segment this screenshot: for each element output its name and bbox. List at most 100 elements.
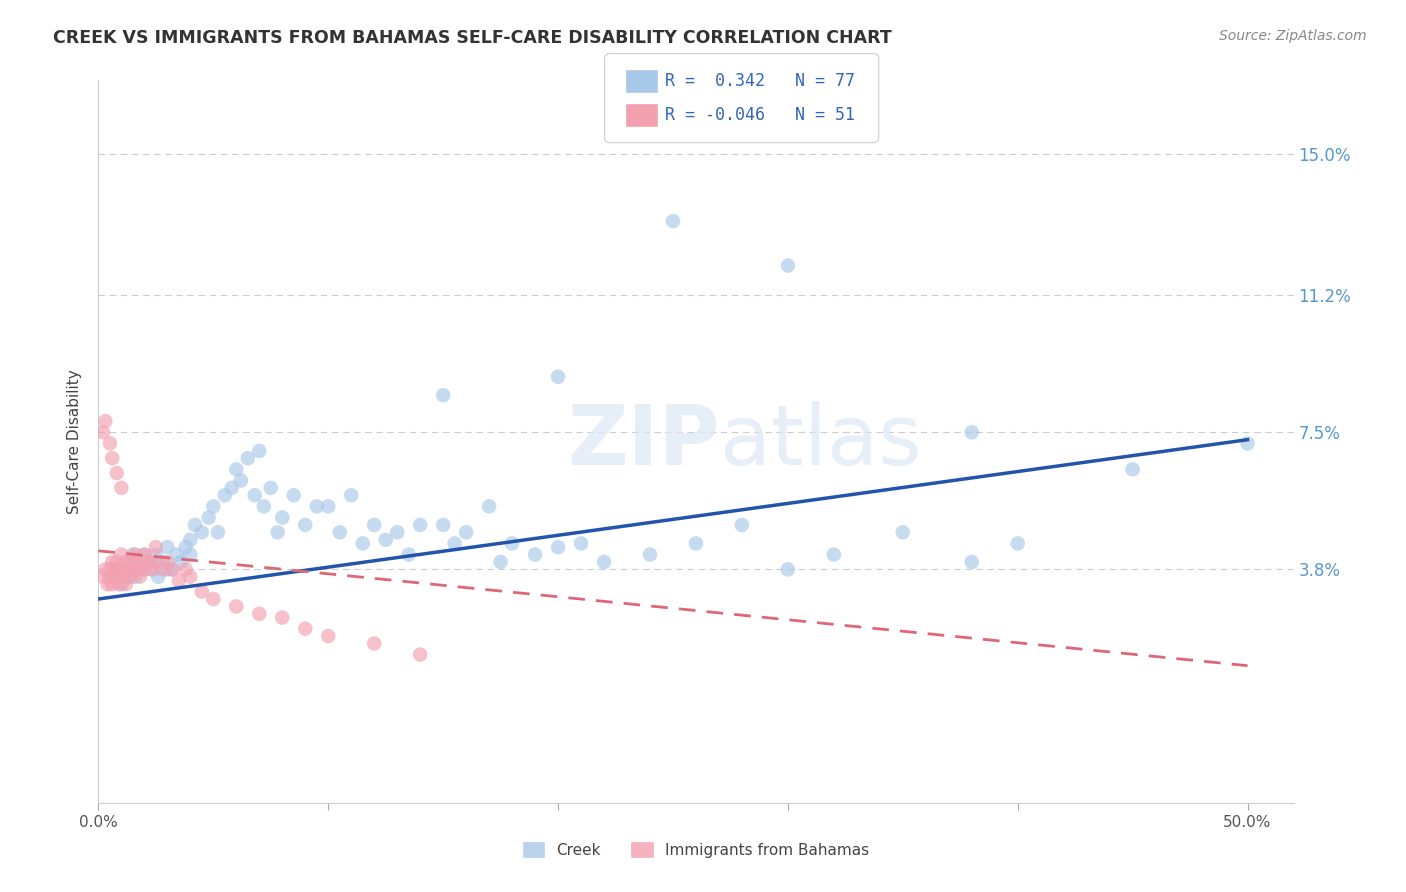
Point	[179, 533, 201, 547]
Point	[409, 517, 432, 532]
Point	[891, 525, 914, 540]
Point	[120, 570, 142, 584]
Point	[179, 570, 201, 584]
Legend: Creek, Immigrants from Bahamas: Creek, Immigrants from Bahamas	[516, 836, 876, 863]
Point	[271, 610, 294, 624]
Point	[271, 510, 294, 524]
Point	[103, 562, 125, 576]
Text: atlas: atlas	[720, 401, 921, 482]
Point	[363, 636, 385, 650]
Point	[243, 488, 266, 502]
Point	[152, 555, 174, 569]
Point	[145, 555, 167, 569]
Point	[294, 622, 316, 636]
Point	[363, 517, 385, 532]
Point	[115, 577, 138, 591]
Point	[124, 570, 146, 584]
Point	[117, 562, 139, 576]
Point	[167, 574, 190, 588]
Point	[823, 548, 845, 562]
Point	[128, 570, 150, 584]
Point	[489, 555, 512, 569]
Point	[110, 577, 132, 591]
Text: ZIP: ZIP	[568, 401, 720, 482]
Point	[260, 481, 283, 495]
Point	[202, 500, 225, 514]
Point	[105, 555, 128, 569]
Point	[329, 525, 352, 540]
Point	[960, 425, 983, 440]
Point	[253, 500, 276, 514]
Point	[134, 562, 156, 576]
Point	[91, 425, 114, 440]
Point	[398, 548, 420, 562]
Text: R = -0.046   N = 51: R = -0.046 N = 51	[665, 106, 855, 124]
Point	[98, 570, 121, 584]
Point	[1236, 436, 1258, 450]
Point	[115, 555, 138, 569]
Point	[1007, 536, 1029, 550]
Point	[112, 570, 135, 584]
Point	[638, 548, 661, 562]
Text: R =  0.342   N = 77: R = 0.342 N = 77	[665, 72, 855, 90]
Point	[221, 481, 243, 495]
Point	[352, 536, 374, 550]
Point	[409, 648, 432, 662]
Point	[124, 548, 146, 562]
Point	[174, 562, 197, 576]
Point	[225, 599, 247, 614]
Point	[138, 555, 160, 569]
Point	[267, 525, 290, 540]
Point	[142, 562, 165, 576]
Point	[134, 548, 156, 562]
Point	[110, 562, 132, 576]
Point	[101, 555, 124, 569]
Point	[179, 548, 201, 562]
Point	[443, 536, 465, 550]
Point	[340, 488, 363, 502]
Point	[385, 525, 409, 540]
Point	[316, 629, 339, 643]
Point	[160, 562, 183, 576]
Y-axis label: Self-Care Disability: Self-Care Disability	[67, 369, 83, 514]
Point	[214, 488, 236, 502]
Point	[593, 555, 616, 569]
Point	[174, 540, 197, 554]
Point	[152, 562, 174, 576]
Point	[960, 555, 983, 569]
Point	[236, 451, 259, 466]
Point	[105, 562, 128, 576]
Point	[98, 436, 121, 450]
Point	[105, 466, 128, 480]
Point	[456, 525, 478, 540]
Point	[547, 540, 569, 554]
Point	[776, 562, 799, 576]
Point	[94, 562, 117, 576]
Point	[166, 548, 188, 562]
Point	[316, 500, 339, 514]
Point	[547, 369, 569, 384]
Point	[374, 533, 396, 547]
Point	[207, 525, 229, 540]
Point	[524, 548, 547, 562]
Point	[432, 517, 454, 532]
Point	[156, 555, 179, 569]
Point	[247, 443, 270, 458]
Point	[128, 555, 150, 569]
Point	[432, 388, 454, 402]
Point	[160, 562, 183, 576]
Point	[134, 548, 156, 562]
Point	[101, 451, 124, 466]
Point	[138, 555, 160, 569]
Point	[141, 562, 163, 576]
Point	[131, 555, 153, 569]
Point	[97, 577, 120, 591]
Point	[145, 540, 167, 554]
Text: CREEK VS IMMIGRANTS FROM BAHAMAS SELF-CARE DISABILITY CORRELATION CHART: CREEK VS IMMIGRANTS FROM BAHAMAS SELF-CA…	[53, 29, 893, 46]
Point	[105, 570, 128, 584]
Point	[122, 555, 145, 569]
Point	[202, 592, 225, 607]
Point	[115, 555, 138, 569]
Point	[283, 488, 305, 502]
Point	[156, 540, 179, 554]
